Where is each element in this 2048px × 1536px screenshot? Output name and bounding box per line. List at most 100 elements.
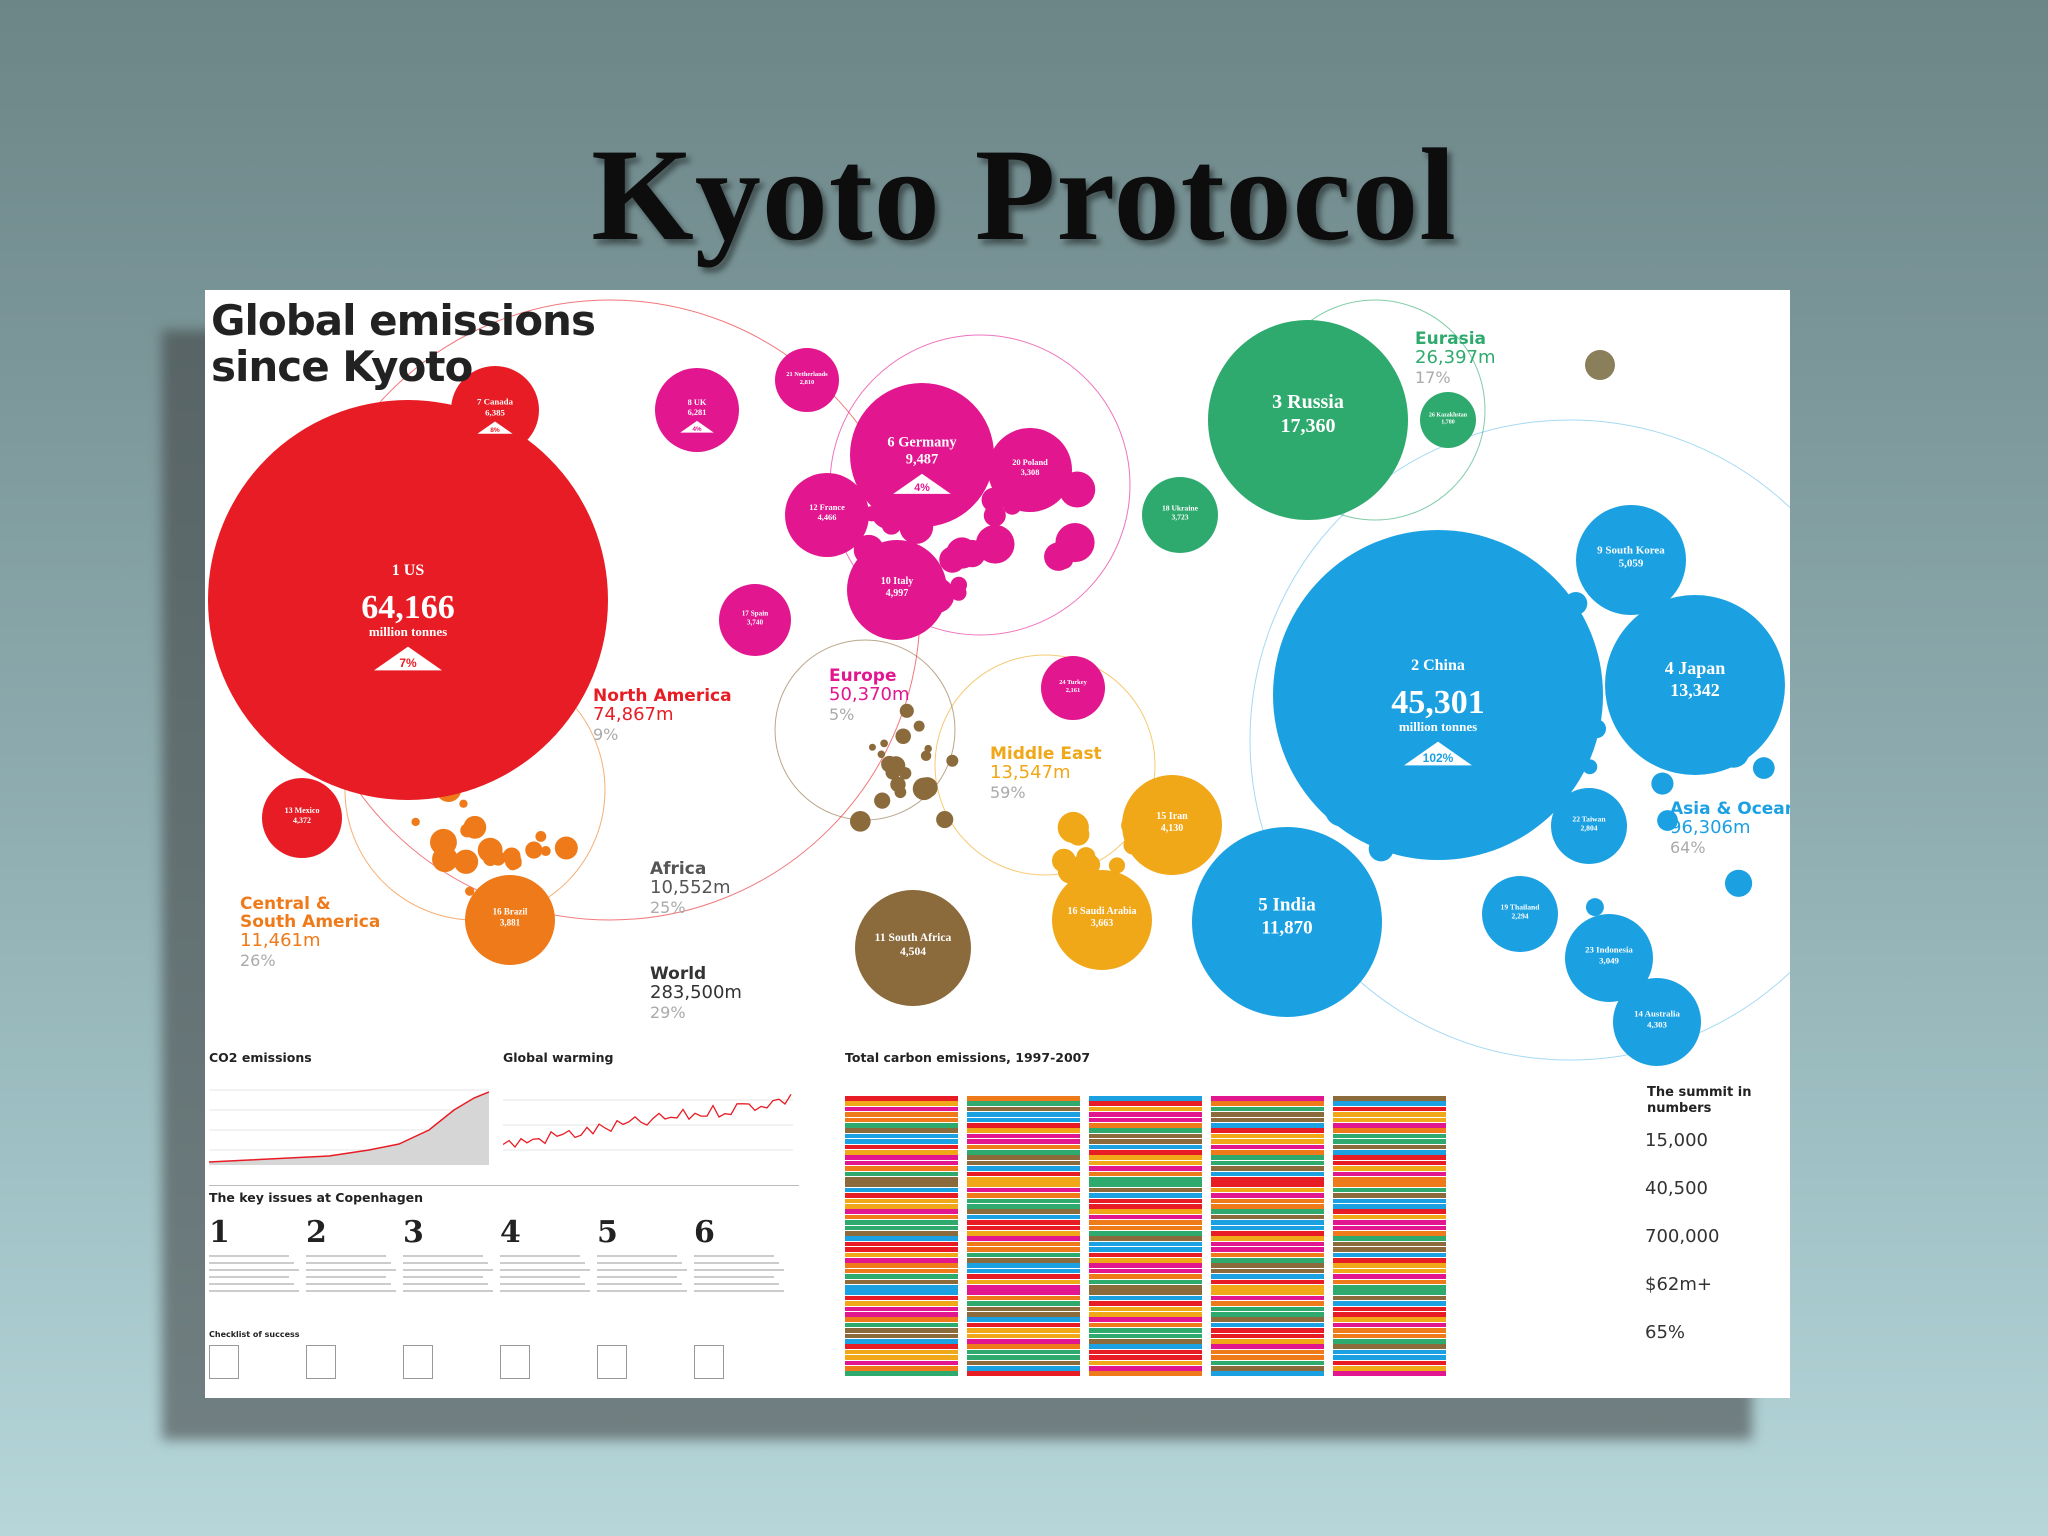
table-row: [967, 1241, 1080, 1247]
table-row: [1211, 1139, 1324, 1144]
table-row: [1089, 1355, 1202, 1360]
text-line: [694, 1262, 779, 1264]
table-row: [845, 1360, 958, 1366]
table-row: [1333, 1355, 1446, 1360]
checklist-box: [694, 1345, 724, 1379]
table-row: [1089, 1236, 1202, 1241]
table-row: [967, 1322, 1080, 1328]
table-row: [967, 1317, 1080, 1322]
small-bubble: [880, 739, 888, 748]
bubble-6-germany: 6 Germany 9,487 4%: [850, 383, 994, 527]
small-bubble: [890, 776, 906, 793]
table-row: [1211, 1241, 1324, 1247]
small-bubble: [898, 767, 912, 780]
table-row: [1333, 1187, 1446, 1193]
table-row: [967, 1236, 1080, 1241]
small-bubble: [1052, 848, 1076, 873]
region-name: Europe: [829, 666, 897, 686]
small-bubble: [881, 755, 898, 773]
region-pct: 59%: [990, 783, 1026, 802]
small-bubble: [1724, 869, 1753, 897]
small-bubble: [540, 846, 551, 857]
table-row: [967, 1344, 1080, 1349]
table-row: [967, 1160, 1080, 1166]
table-row: [845, 1214, 958, 1220]
svg-text:24 Turkey: 24 Turkey: [1059, 679, 1087, 686]
table-row: [845, 1285, 958, 1290]
region-name: North America: [593, 686, 732, 706]
table-row: [1333, 1252, 1446, 1258]
table-row: [845, 1144, 958, 1150]
table-row: [967, 1349, 1080, 1355]
infographic-poster: 1 US 64,166 million tonnes 7% 7 Canada 6,385 8…: [205, 290, 1790, 1398]
text-line: [209, 1283, 294, 1285]
svg-text:45,301: 45,301: [1391, 684, 1485, 721]
global-warming-chart: [503, 1093, 793, 1151]
table-row: [1089, 1252, 1202, 1258]
small-bubble: [877, 750, 886, 759]
table-row: [1089, 1182, 1202, 1187]
svg-text:10 Italy: 10 Italy: [881, 576, 914, 587]
table-row: [1089, 1150, 1202, 1155]
table-row: [845, 1295, 958, 1301]
table-row: [967, 1123, 1080, 1128]
table-row: [845, 1355, 958, 1360]
summit-stat: 65%: [1645, 1322, 1686, 1343]
small-bubble: [463, 815, 487, 839]
table-row: [967, 1193, 1080, 1198]
summit-title: The summit in numbers: [1647, 1085, 1752, 1116]
small-bubble: [946, 537, 978, 569]
table-row: [967, 1355, 1080, 1360]
table-row: [845, 1333, 958, 1339]
text-line: [403, 1269, 493, 1271]
region-name: Eurasia: [1415, 329, 1486, 349]
table-row: [1089, 1366, 1202, 1371]
table-row: [1211, 1225, 1324, 1231]
table-row: [1089, 1285, 1202, 1290]
small-bubble: [950, 585, 967, 601]
issue-number: 4: [500, 1215, 521, 1250]
small-bubble: [912, 777, 936, 801]
table-row: [845, 1339, 958, 1344]
table-row: [845, 1117, 958, 1123]
table-row: [967, 1150, 1080, 1155]
small-bubble: [507, 860, 518, 871]
table-row: [1333, 1096, 1446, 1101]
table-row: [1089, 1258, 1202, 1263]
table-row: [845, 1160, 958, 1166]
table-row: [1211, 1268, 1324, 1274]
svg-text:19 Thailand: 19 Thailand: [1501, 902, 1541, 911]
svg-text:22 Taiwan: 22 Taiwan: [1572, 814, 1606, 823]
table-row: [845, 1209, 958, 1214]
key-issues-title: The key issues at Copenhagen: [209, 1190, 424, 1205]
svg-text:13 Mexico: 13 Mexico: [285, 806, 320, 815]
table-row: [967, 1182, 1080, 1187]
table-row: [967, 1263, 1080, 1268]
small-bubble: [874, 792, 891, 809]
table-row: [967, 1366, 1080, 1371]
text-line: [403, 1290, 493, 1292]
small-bubble: [1054, 550, 1074, 570]
table-row: [1333, 1128, 1446, 1133]
table-row: [1333, 1247, 1446, 1252]
table-row: [845, 1187, 958, 1193]
checklist-title: Checklist of success: [209, 1330, 300, 1339]
table-row: [1089, 1139, 1202, 1144]
table-row: [1333, 1301, 1446, 1306]
co2-emissions-title: CO2 emissions: [209, 1050, 312, 1065]
table-row: [845, 1236, 958, 1241]
table-row: [1333, 1328, 1446, 1333]
svg-text:9,487: 9,487: [906, 452, 938, 468]
table-row: [967, 1312, 1080, 1317]
table-row: [845, 1306, 958, 1312]
table-row: [845, 1366, 958, 1371]
table-row: [1333, 1344, 1446, 1349]
table-row: [967, 1279, 1080, 1285]
table-row: [1211, 1101, 1324, 1106]
small-bubble: [465, 886, 475, 896]
table-row: [1211, 1128, 1324, 1133]
table-row: [845, 1139, 958, 1144]
svg-text:23 Indonesia: 23 Indonesia: [1585, 945, 1633, 955]
